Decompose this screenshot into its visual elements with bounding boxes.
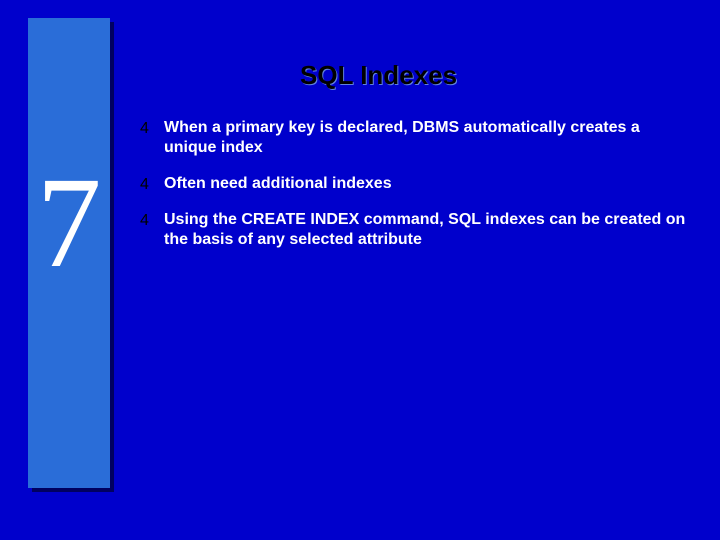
checkmark-icon: 4 — [140, 119, 158, 138]
checkmark-icon: 4 — [140, 211, 158, 230]
list-item: 4 When a primary key is declared, DBMS a… — [140, 118, 690, 158]
list-item: 4 Often need additional indexes — [140, 174, 690, 194]
bullet-text: When a primary key is declared, DBMS aut… — [158, 118, 690, 158]
page-title: SQL Indexes — [300, 60, 457, 91]
bullet-list: 4 When a primary key is declared, DBMS a… — [140, 118, 690, 266]
chapter-number: 7 — [37, 158, 102, 288]
list-item: 4 Using the CREATE INDEX command, SQL in… — [140, 210, 690, 250]
bullet-text: Often need additional indexes — [158, 174, 690, 194]
checkmark-icon: 4 — [140, 175, 158, 194]
chapter-box: 7 — [28, 18, 110, 488]
slide: 7 SQL Indexes 4 When a primary key is de… — [0, 0, 720, 540]
bullet-text: Using the CREATE INDEX command, SQL inde… — [158, 210, 690, 250]
